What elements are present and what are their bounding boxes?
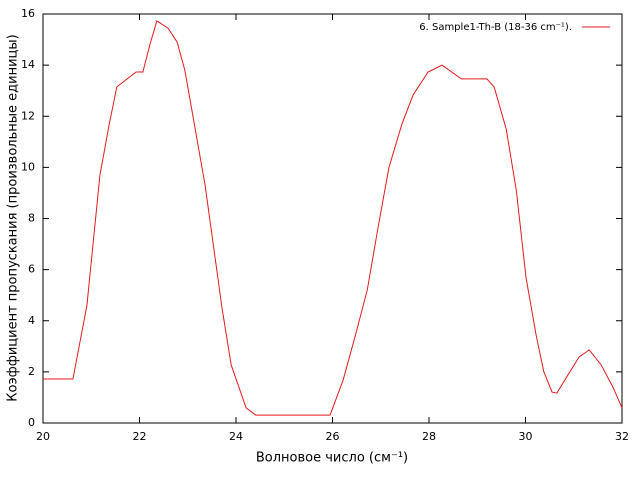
y-tick-label: 8 [28, 212, 35, 225]
y-tick-label: 4 [28, 314, 35, 327]
legend-label: 6. Sample1-Th-B (18-36 cm⁻¹). [419, 22, 572, 33]
x-tick-label: 22 [133, 430, 147, 443]
x-tick-label: 24 [229, 430, 243, 443]
y-tick-label: 10 [21, 160, 35, 173]
x-tick-label: 32 [615, 430, 629, 443]
x-tick-label: 20 [36, 430, 50, 443]
y-tick-label: 14 [21, 58, 35, 71]
x-axis-label: Волновое число (см⁻¹) [256, 451, 408, 466]
y-tick-label: 2 [28, 365, 35, 378]
y-tick-label: 6 [28, 263, 35, 276]
x-tick-label: 30 [519, 430, 533, 443]
y-tick-label: 12 [21, 109, 35, 122]
x-tick-label: 26 [326, 430, 340, 443]
y-tick-label: 0 [28, 416, 35, 429]
y-axis-label: Коэффициент пропускания (произвольные ед… [6, 34, 21, 401]
x-tick-label: 28 [422, 430, 436, 443]
y-tick-label: 16 [21, 7, 35, 20]
data-line [43, 20, 623, 416]
plot-frame [42, 13, 623, 424]
